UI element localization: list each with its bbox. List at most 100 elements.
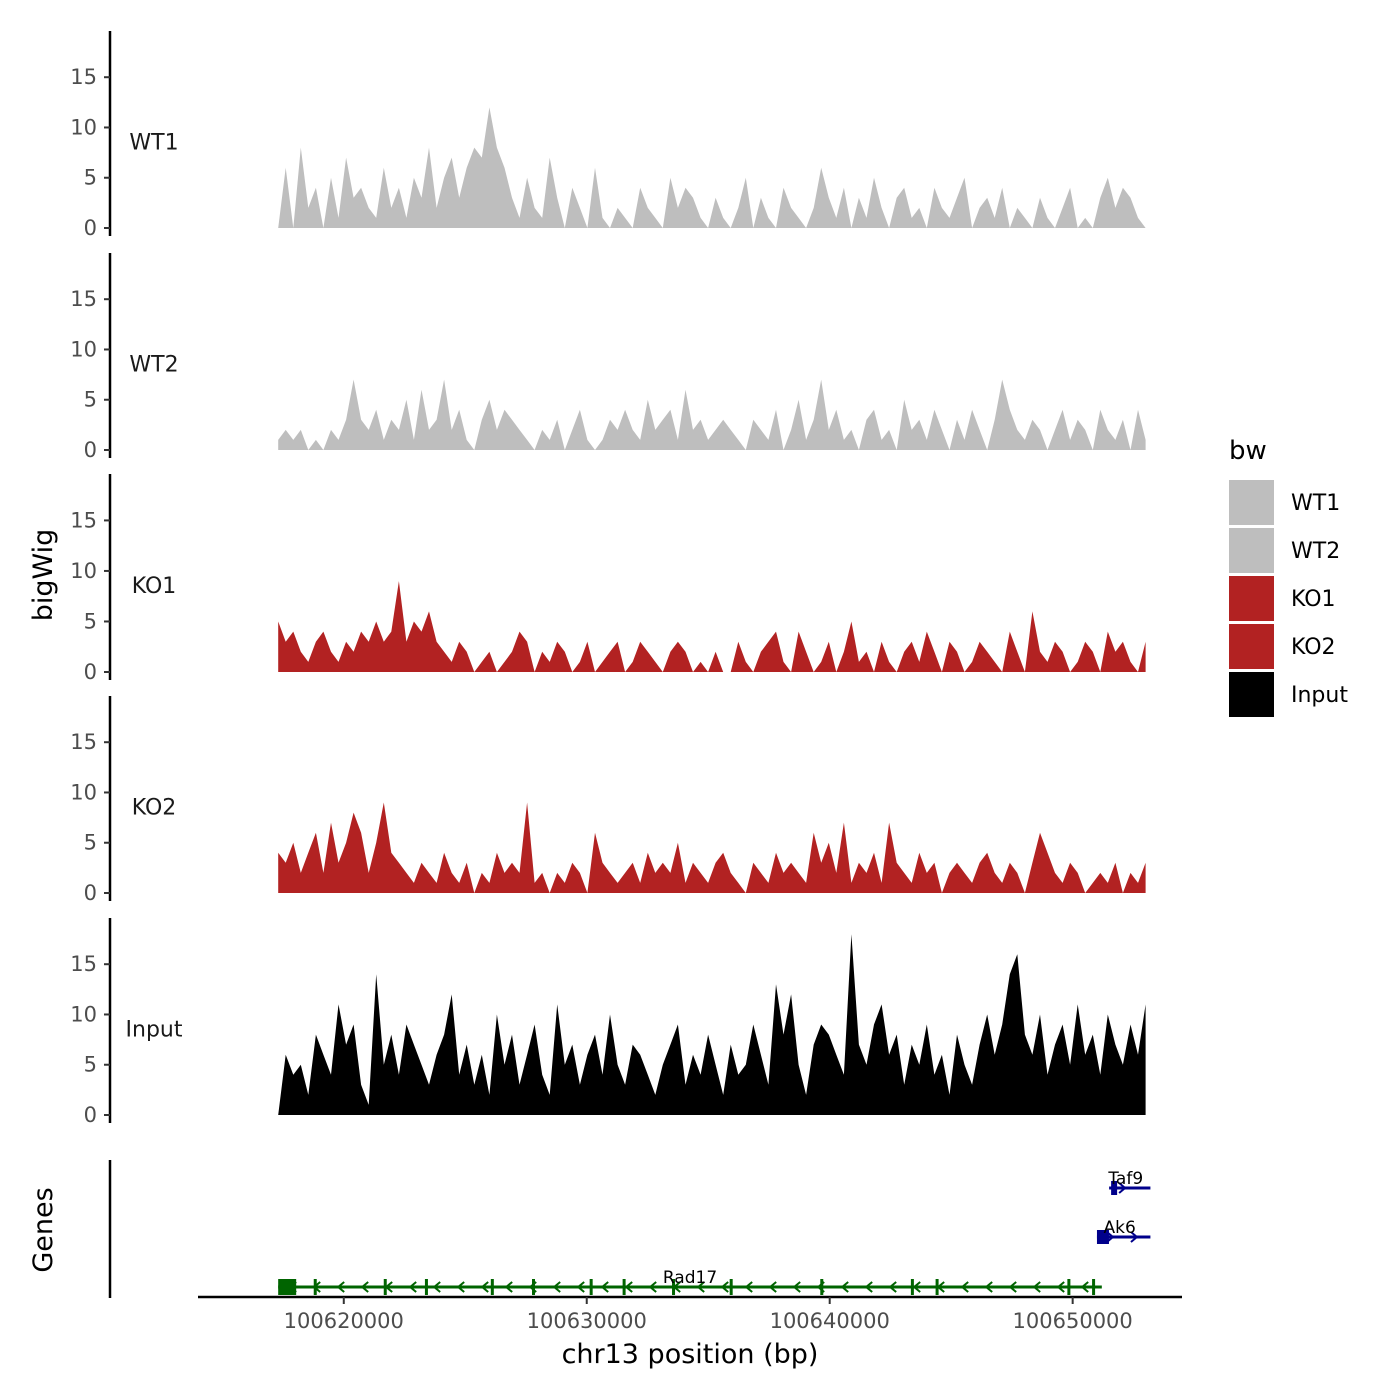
gene-exon: [1092, 1279, 1096, 1295]
gene-exon: [820, 1279, 824, 1295]
y-tick-label: 10: [70, 337, 97, 361]
coverage-area-wt2: [278, 379, 1146, 450]
y-tick-label: 10: [70, 1002, 97, 1026]
gene-exon: [1067, 1279, 1071, 1295]
strand-chevron: [840, 1281, 849, 1293]
y-tick-label: 0: [84, 438, 97, 462]
gene-exon: [589, 1279, 593, 1295]
gene-label: Ak6: [1104, 1218, 1136, 1238]
gene-exon: [532, 1279, 536, 1295]
track-label: KO1: [132, 574, 177, 599]
track-wt2: 0 5 10 15 WT2: [70, 253, 1146, 462]
strand-chevron: [1130, 1231, 1139, 1243]
strand-chevron: [864, 1281, 873, 1293]
y-tick-label: 0: [84, 1103, 97, 1127]
y-tick-label: 10: [70, 780, 97, 804]
y-tick-label: 0: [84, 216, 97, 240]
legend-title: bw: [1229, 436, 1267, 466]
track-label: KO2: [132, 796, 177, 821]
track-label: Input: [126, 1018, 183, 1043]
y-tick-label: 5: [84, 166, 97, 190]
strand-chevron: [744, 1281, 753, 1293]
legend-label-input: Input: [1291, 683, 1348, 708]
y-tick-label: 0: [84, 660, 97, 684]
legend: bw WT1 WT2 KO1 KO2 Input: [1229, 436, 1348, 717]
gene-exon: [313, 1279, 317, 1295]
track-ko2: 0 5 10 15 KO2: [70, 696, 1146, 905]
legend-swatch-input: [1229, 672, 1274, 717]
legend-label-wt2: WT2: [1291, 539, 1340, 564]
strand-chevron: [648, 1281, 657, 1293]
strand-chevron: [552, 1281, 561, 1293]
gene-exon: [424, 1279, 428, 1295]
strand-chevron: [1056, 1281, 1065, 1293]
strand-chevron: [768, 1281, 777, 1293]
gene-exon: [672, 1279, 676, 1295]
y-tick-label: 5: [84, 388, 97, 412]
legend-label-ko2: KO2: [1291, 635, 1336, 660]
strand-chevron: [456, 1281, 465, 1293]
strand-chevron: [792, 1281, 801, 1293]
strand-chevron: [696, 1281, 705, 1293]
strand-chevron: [624, 1281, 633, 1293]
strand-chevron: [1008, 1281, 1017, 1293]
gene-exon: [935, 1279, 939, 1295]
y-tick-label: 15: [70, 952, 97, 976]
x-axis-title: chr13 position (bp): [562, 1339, 819, 1370]
y-tick-label: 10: [70, 115, 97, 139]
y-tick-label: 0: [84, 881, 97, 905]
strand-chevron: [960, 1281, 969, 1293]
legend-label-wt1: WT1: [1291, 491, 1340, 516]
gene-exon: [490, 1279, 494, 1295]
gene-taf9: Taf9: [1107, 1169, 1151, 1195]
track-input: 0 5 10 15 Input: [70, 918, 1146, 1127]
track-label: WT2: [129, 353, 178, 378]
coverage-area-ko1: [278, 581, 1146, 672]
strand-chevron: [1080, 1281, 1089, 1293]
gene-track: Taf9 Ak6 Rad17: [108, 1160, 1151, 1298]
strand-chevron: [336, 1281, 345, 1293]
strand-chevron: [504, 1281, 513, 1293]
genes-axis-title: Genes: [28, 1187, 59, 1272]
x-tick-label: 100640000: [770, 1309, 890, 1333]
track-ko1: 0 5 10 15 KO1: [70, 474, 1146, 684]
strand-chevron: [480, 1281, 489, 1293]
coverage-area-input: [278, 934, 1146, 1115]
x-axis: 100620000 100630000 100640000 100650000: [198, 1295, 1182, 1333]
strand-chevron: [1118, 1182, 1127, 1194]
strand-chevron: [432, 1281, 441, 1293]
x-tick-label: 100630000: [527, 1309, 647, 1333]
coverage-area-ko2: [278, 802, 1146, 893]
gene-label: Rad17: [663, 1268, 717, 1288]
x-tick-label: 100620000: [284, 1309, 404, 1333]
legend-label-ko1: KO1: [1291, 587, 1336, 612]
legend-swatch-wt2: [1229, 528, 1274, 573]
y-tick-label: 5: [84, 609, 97, 633]
strand-chevron: [576, 1281, 585, 1293]
y-tick-label: 15: [70, 730, 97, 754]
strand-chevron: [600, 1281, 609, 1293]
strand-chevron: [912, 1281, 921, 1293]
strand-chevron: [888, 1281, 897, 1293]
gene-ak6: Ak6: [1096, 1218, 1151, 1244]
y-tick-label: 10: [70, 559, 97, 583]
gene-exon: [622, 1279, 626, 1295]
gene-exon: [383, 1279, 387, 1295]
track-label: WT1: [129, 131, 178, 156]
legend-swatch-ko2: [1229, 624, 1274, 669]
strand-chevron: [408, 1281, 417, 1293]
gene-exon: [729, 1279, 733, 1295]
coverage-area-wt1: [278, 107, 1146, 228]
bigwig-tracks: 0 5 10 15 WT1 0 5 10 15 WT2 0 5 10 15 KO1 0 5 10 15 KO2 0 5 10…: [70, 31, 1146, 1127]
gene-exon: [1096, 1230, 1109, 1244]
y-tick-label: 15: [70, 508, 97, 532]
legend-swatch-wt1: [1229, 480, 1274, 525]
gene-rad17: Rad17: [278, 1268, 1102, 1295]
gene-label: Taf9: [1107, 1169, 1143, 1189]
track-wt1: 0 5 10 15 WT1: [70, 31, 1146, 240]
y-axis-title: bigWig: [28, 529, 59, 622]
x-tick-label: 100650000: [1013, 1309, 1133, 1333]
y-tick-label: 5: [84, 831, 97, 855]
y-tick-label: 15: [70, 65, 97, 89]
